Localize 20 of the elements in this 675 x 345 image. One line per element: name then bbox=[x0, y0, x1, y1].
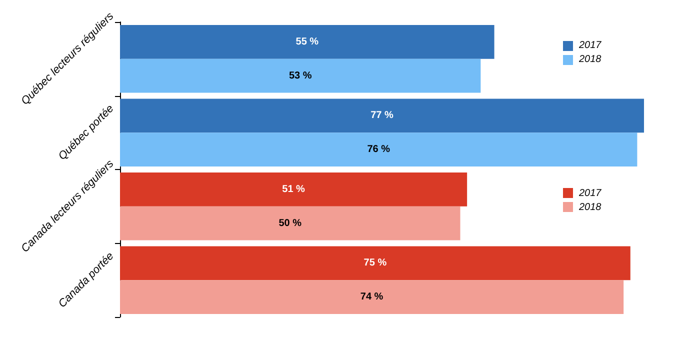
data-label: 74 % bbox=[360, 292, 384, 303]
text: 2017 bbox=[579, 188, 602, 199]
text: 2018 bbox=[579, 202, 602, 213]
legend-label: 2017 bbox=[579, 40, 602, 52]
data-label: 55 % bbox=[296, 36, 319, 48]
bar bbox=[120, 280, 624, 314]
data-label: 53 % bbox=[288, 70, 312, 82]
data-label: 75 % bbox=[364, 258, 387, 269]
bar bbox=[120, 24, 494, 59]
bar bbox=[120, 246, 630, 280]
legend-label: 2018 bbox=[579, 54, 602, 66]
bar bbox=[120, 98, 644, 133]
data-label: 50 % bbox=[278, 218, 302, 229]
data-label: 76 % bbox=[367, 144, 390, 156]
data-label: 77 % bbox=[370, 110, 394, 122]
bar bbox=[120, 206, 460, 240]
bar bbox=[120, 132, 638, 167]
bar bbox=[120, 172, 468, 206]
bar bbox=[120, 58, 481, 93]
data-label: 51 % bbox=[282, 184, 306, 195]
